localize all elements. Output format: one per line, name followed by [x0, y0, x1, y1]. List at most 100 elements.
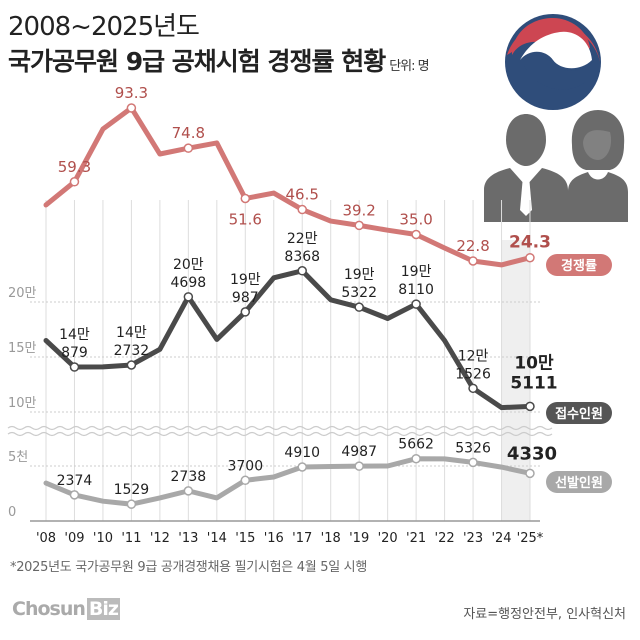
x-tick-label: '09: [64, 531, 84, 546]
footnote: *2025년도 국가공무원 9급 공개경쟁채용 필기시험은 4월 5일 시행: [10, 560, 368, 575]
x-tick-label: '14: [207, 531, 227, 546]
applicants-data-label: 8110: [398, 282, 434, 298]
title-years: 2008~2025년도: [8, 12, 200, 42]
applicants-data-label: 1526: [455, 366, 491, 382]
x-tick-label: '25*: [517, 531, 544, 546]
selected-marker: [183, 486, 194, 496]
ratio-marker: [354, 220, 364, 231]
applicants-data-label: 10만: [514, 353, 554, 373]
x-tick-label: '22: [435, 531, 455, 546]
ratio-data-label: 24.3: [509, 233, 551, 253]
x-tick-label: '15: [235, 531, 255, 546]
selected-data-label: 1529: [114, 482, 150, 498]
axis-break-wave: [7, 431, 553, 437]
ratio-marker: [69, 177, 80, 187]
chart-title: 국가공무원 9급 공채시험 경쟁률 현황 단위: 명: [8, 42, 430, 78]
selected-data-label: 5662: [398, 437, 434, 453]
selected-data-label: 2738: [171, 469, 207, 485]
unit-label: 단위: 명: [389, 59, 429, 74]
source-text: 자료=행정안전부, 인사혁신처: [463, 607, 626, 622]
applicants-marker: [240, 307, 251, 317]
axis-break-wave: [7, 425, 553, 431]
ratio-data-label: 39.2: [342, 201, 375, 219]
ratio-data-label: 22.8: [456, 237, 489, 255]
selected-data-label: 5326: [455, 440, 491, 456]
logo-text: Chosun: [12, 598, 86, 620]
applicants-data-label: 987: [232, 290, 259, 306]
applicants-data-label: 19만: [230, 272, 261, 288]
y-tick-label: 15만: [8, 341, 37, 356]
selected-legend-pill: [546, 471, 612, 493]
applicants-marker: [525, 401, 535, 412]
applicants-marker: [183, 292, 194, 302]
applicants-data-label: 4698: [171, 275, 207, 291]
ratio-data-label: 93.3: [115, 84, 148, 102]
applicants-data-label: 879: [61, 345, 88, 361]
title-text: 국가공무원 9급 공채시험 경쟁률 현황: [8, 47, 386, 76]
selected-marker: [525, 468, 535, 479]
selected-line: [43, 456, 533, 507]
x-tick-label: '24: [491, 531, 511, 546]
selected-marker: [240, 475, 251, 486]
ratio-marker: [297, 204, 307, 215]
applicants-data-label: 19만: [401, 264, 432, 280]
y-tick-label: 20만: [8, 286, 37, 301]
selected-legend-label: 선발인원: [555, 475, 603, 491]
x-tick-label: '18: [321, 531, 341, 546]
ratio-marker: [126, 103, 137, 113]
ratio-data-label: 35.0: [399, 211, 432, 229]
applicants-data-label: 19만: [344, 267, 375, 283]
x-tick-label: '12: [150, 531, 170, 546]
female-officer-icon: [568, 110, 628, 222]
logo-accent: Biz: [86, 598, 120, 620]
selected-marker: [69, 490, 80, 500]
applicants-data-label: 22만: [287, 231, 318, 247]
ratio-data-label: 59.3: [58, 158, 91, 176]
applicants-data-label: 20만: [173, 257, 204, 273]
applicants-legend-label: 접수인원: [555, 406, 603, 422]
x-tick-label: '13: [178, 531, 198, 546]
applicants-line: [43, 268, 533, 411]
x-tick-label: '10: [93, 531, 113, 546]
applicants-marker: [126, 360, 137, 370]
x-tick-label: '11: [121, 531, 141, 546]
ratio-legend-label: 경쟁률: [561, 258, 597, 274]
selected-marker: [354, 461, 364, 471]
x-tick-label: '21: [406, 531, 426, 546]
x-tick-label: '20: [378, 531, 398, 546]
ratio-data-label: 46.5: [286, 186, 319, 204]
male-officer-icon: [484, 114, 568, 222]
applicants-data-label: 5322: [341, 285, 377, 301]
applicants-data-label: 12만: [458, 348, 489, 364]
ratio-marker: [183, 143, 194, 153]
selected-data-label: 3700: [227, 458, 263, 474]
x-tick-label: '08: [36, 531, 56, 546]
selected-marker: [297, 462, 307, 472]
selected-marker: [411, 453, 421, 464]
applicants-data-label: 5111: [510, 373, 557, 393]
y-tick-label: 5천: [8, 450, 28, 465]
x-tick-label: '16: [264, 531, 284, 546]
ratio-marker: [411, 229, 421, 240]
ratio-marker: [468, 256, 478, 266]
applicants-legend-pill: [546, 402, 612, 424]
ratio-legend-pill: [546, 254, 612, 276]
applicants-data-label: 14만: [59, 327, 90, 343]
applicants-marker: [69, 362, 80, 372]
ratio-marker: [525, 252, 535, 263]
x-tick-label: '23: [463, 531, 483, 546]
ratio-marker: [240, 193, 251, 204]
applicants-marker: [468, 383, 478, 394]
chosunbiz-logo: Chosun Biz: [12, 598, 120, 620]
applicants-data-label: 8368: [284, 249, 320, 265]
applicants-marker: [411, 299, 421, 309]
government-emblem-icon: [505, 14, 601, 110]
applicants-marker: [297, 266, 307, 276]
x-tick-label: '19: [349, 531, 369, 546]
applicants-marker: [354, 302, 364, 312]
applicants-data-label: 2732: [114, 343, 150, 359]
y-tick-label: 10만: [8, 396, 37, 411]
applicants-data-label: 14만: [116, 325, 147, 341]
selected-data-label: 4330: [507, 443, 557, 464]
